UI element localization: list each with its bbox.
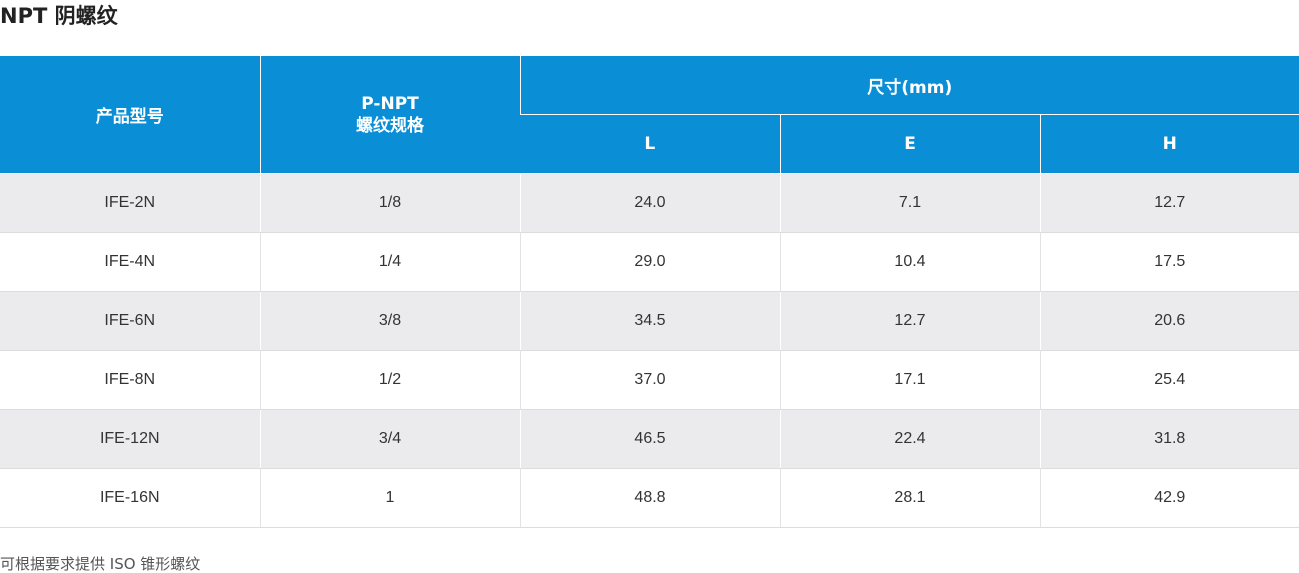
cell-thread: 1/8 (259, 173, 520, 233)
cell-e: 17.1 (779, 350, 1040, 410)
cell-l: 34.5 (519, 291, 780, 351)
cell-model: IFE-2N (0, 173, 260, 233)
cell-l: 46.5 (519, 409, 780, 469)
cell-l: 48.8 (519, 468, 780, 528)
cell-h: 20.6 (1039, 291, 1299, 351)
cell-thread: 3/8 (259, 291, 520, 351)
cell-l: 29.0 (519, 232, 780, 292)
table-row: IFE-8N 1/2 37.0 17.1 25.4 (0, 350, 1299, 410)
table-row: IFE-16N 1 48.8 28.1 42.9 (0, 468, 1299, 528)
cell-model: IFE-12N (0, 409, 260, 469)
cell-thread: 1 (259, 468, 520, 528)
page-title: NPT 阴螺纹 (0, 4, 118, 28)
table-row: IFE-6N 3/8 34.5 12.7 20.6 (0, 291, 1299, 351)
header-l: L (520, 114, 780, 174)
cell-model: IFE-16N (0, 468, 260, 528)
header-model: 产品型号 (0, 56, 260, 174)
cell-h: 17.5 (1039, 232, 1299, 292)
cell-e: 28.1 (779, 468, 1040, 528)
cell-thread: 1/2 (259, 350, 520, 410)
table-row: IFE-2N 1/8 24.0 7.1 12.7 (0, 173, 1299, 233)
table-header: 产品型号 P-NPT 螺纹规格 尺寸(mm) L E H (0, 56, 1299, 174)
table-body: IFE-2N 1/8 24.0 7.1 12.7 IFE-4N 1/4 29.0… (0, 173, 1299, 528)
header-h: H (1039, 114, 1299, 174)
cell-thread: 1/4 (259, 232, 520, 292)
header-dimensions: 尺寸(mm) (519, 56, 1299, 115)
cell-model: IFE-8N (0, 350, 260, 410)
spec-table: 产品型号 P-NPT 螺纹规格 尺寸(mm) L E H IFE-2N 1/8 … (0, 56, 1299, 528)
cell-e: 22.4 (779, 409, 1040, 469)
cell-model: IFE-4N (0, 232, 260, 292)
cell-l: 37.0 (519, 350, 780, 410)
cell-e: 10.4 (779, 232, 1040, 292)
header-thread-line1: P-NPT (361, 93, 419, 114)
footnote: 可根据要求提供 ISO 锥形螺纹 (0, 555, 201, 573)
cell-h: 42.9 (1039, 468, 1299, 528)
header-e: E (779, 114, 1040, 174)
header-thread-line2: 螺纹规格 (356, 115, 424, 136)
cell-h: 25.4 (1039, 350, 1299, 410)
cell-thread: 3/4 (259, 409, 520, 469)
cell-e: 7.1 (779, 173, 1040, 233)
header-thread: P-NPT 螺纹规格 (259, 56, 520, 174)
table-row: IFE-4N 1/4 29.0 10.4 17.5 (0, 232, 1299, 292)
cell-l: 24.0 (519, 173, 780, 233)
cell-h: 12.7 (1039, 173, 1299, 233)
cell-model: IFE-6N (0, 291, 260, 351)
table-row: IFE-12N 3/4 46.5 22.4 31.8 (0, 409, 1299, 469)
cell-e: 12.7 (779, 291, 1040, 351)
cell-h: 31.8 (1039, 409, 1299, 469)
